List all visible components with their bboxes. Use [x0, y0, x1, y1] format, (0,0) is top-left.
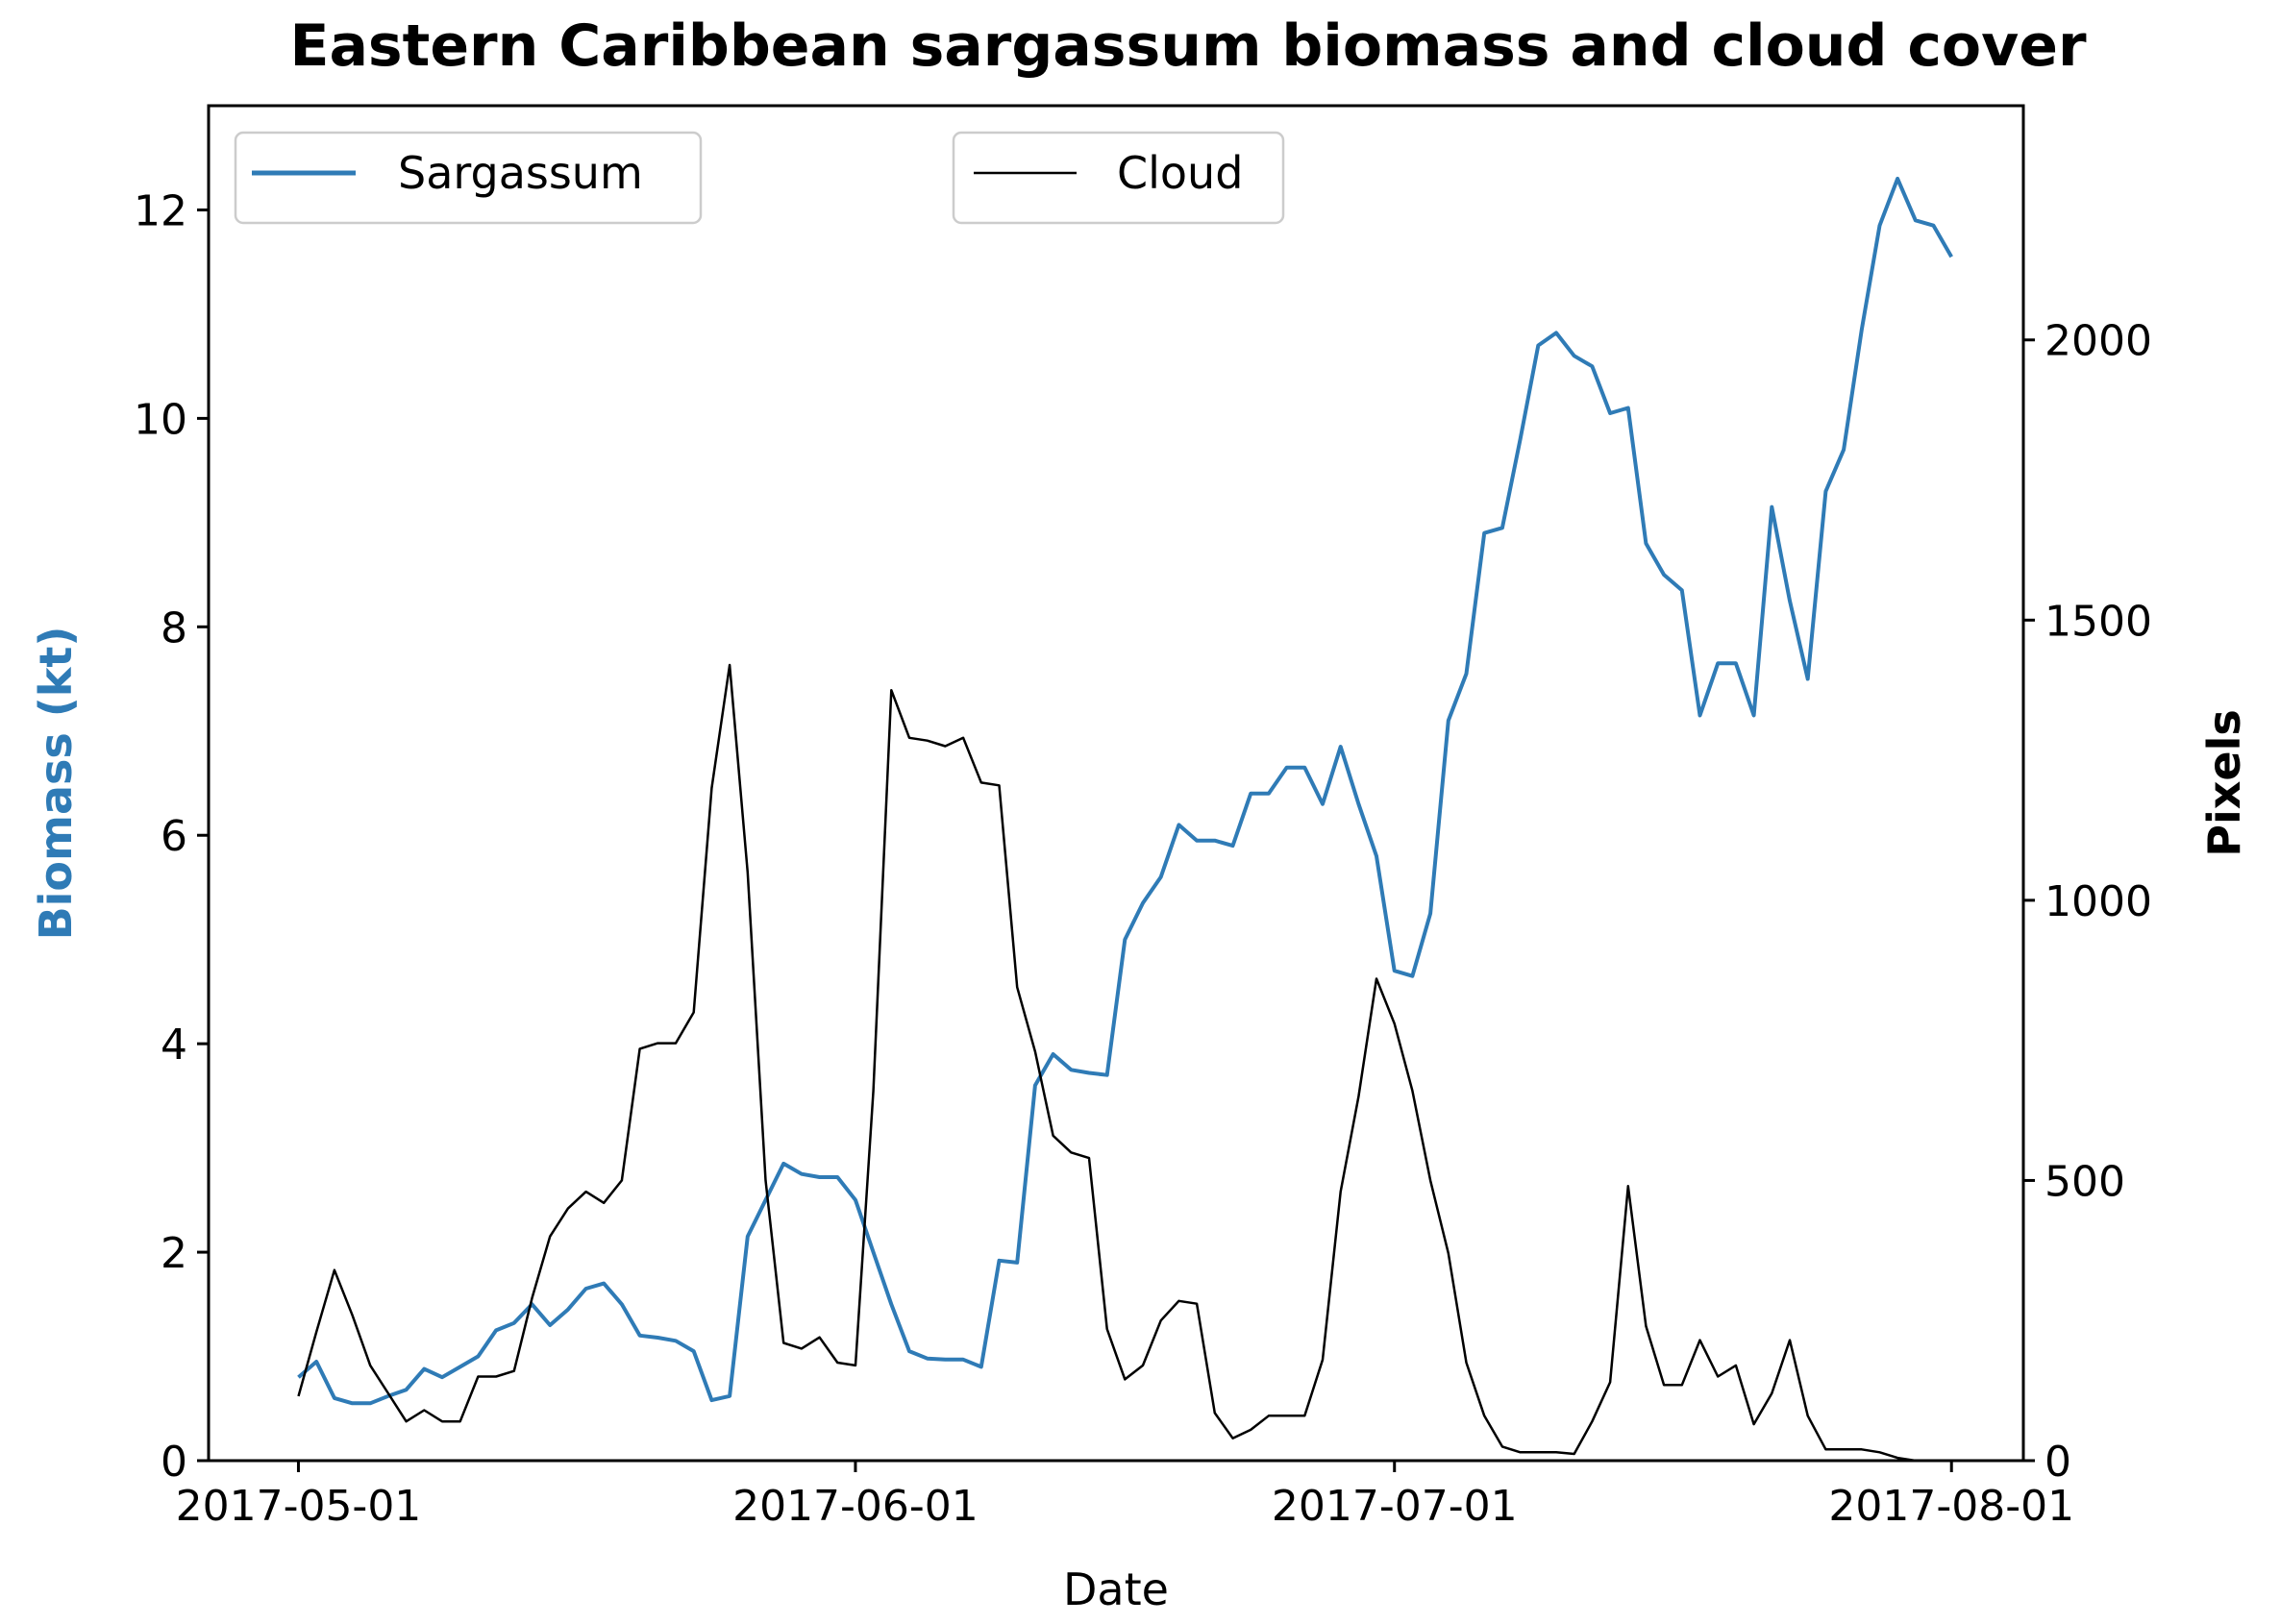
- x-tick-label: 2017-08-01: [1828, 1482, 2074, 1531]
- y-tick-label: 6: [161, 812, 187, 861]
- y-tick-label: 2: [161, 1229, 187, 1278]
- y2-tick-label: 0: [2045, 1438, 2071, 1487]
- y-tick-label: 4: [161, 1021, 187, 1070]
- plot-area: [297, 176, 1953, 1463]
- y2-tick-label: 1000: [2045, 877, 2152, 926]
- y2-axis-label: Pixels: [2198, 709, 2250, 857]
- x-tick-label: 2017-07-01: [1272, 1482, 1518, 1531]
- legend-cloud: Cloud: [952, 131, 1285, 225]
- y-tick-label: 10: [134, 395, 187, 444]
- y2-tick-label: 2000: [2045, 317, 2152, 366]
- x-tick-label: 2017-05-01: [176, 1482, 422, 1531]
- y-tick-label: 0: [161, 1438, 187, 1487]
- left-y-axis: 0 2 4 6 8 10 12: [134, 186, 209, 1487]
- series-line-sargassum: [297, 176, 1953, 1406]
- y-tick-label: 8: [161, 603, 187, 652]
- chart-title: Eastern Caribbean sargassum biomass and …: [289, 12, 2086, 80]
- y2-tick-label: 1500: [2045, 597, 2152, 646]
- legend-sargassum-label: Sargassum: [398, 147, 643, 199]
- legend-sargassum-box: [234, 131, 703, 225]
- y2-tick-label: 500: [2045, 1157, 2125, 1206]
- legend-cloud-label: Cloud: [1117, 147, 1243, 199]
- x-axis: 2017-05-01 2017-06-01 2017-07-01 2017-08-01: [176, 1461, 2074, 1531]
- x-tick-label: 2017-06-01: [732, 1482, 979, 1531]
- legend-cloud-box: [952, 131, 1285, 225]
- plot-frame: [207, 104, 2025, 1463]
- right-y-axis: 0 500 1000 1500 2000: [2023, 317, 2152, 1487]
- y-tick-label: 12: [134, 186, 187, 235]
- y-axis-label: Biomass (kt): [30, 627, 82, 941]
- series-line-cloud: [297, 663, 1952, 1463]
- legend-sargassum: Sargassum: [234, 131, 703, 225]
- x-axis-label: Date: [1063, 1563, 1169, 1615]
